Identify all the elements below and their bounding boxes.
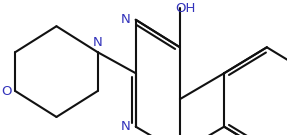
Text: N: N [93,36,103,49]
Text: O: O [1,85,12,98]
Text: OH: OH [175,2,196,15]
Text: N: N [121,120,131,133]
Text: N: N [121,13,131,26]
